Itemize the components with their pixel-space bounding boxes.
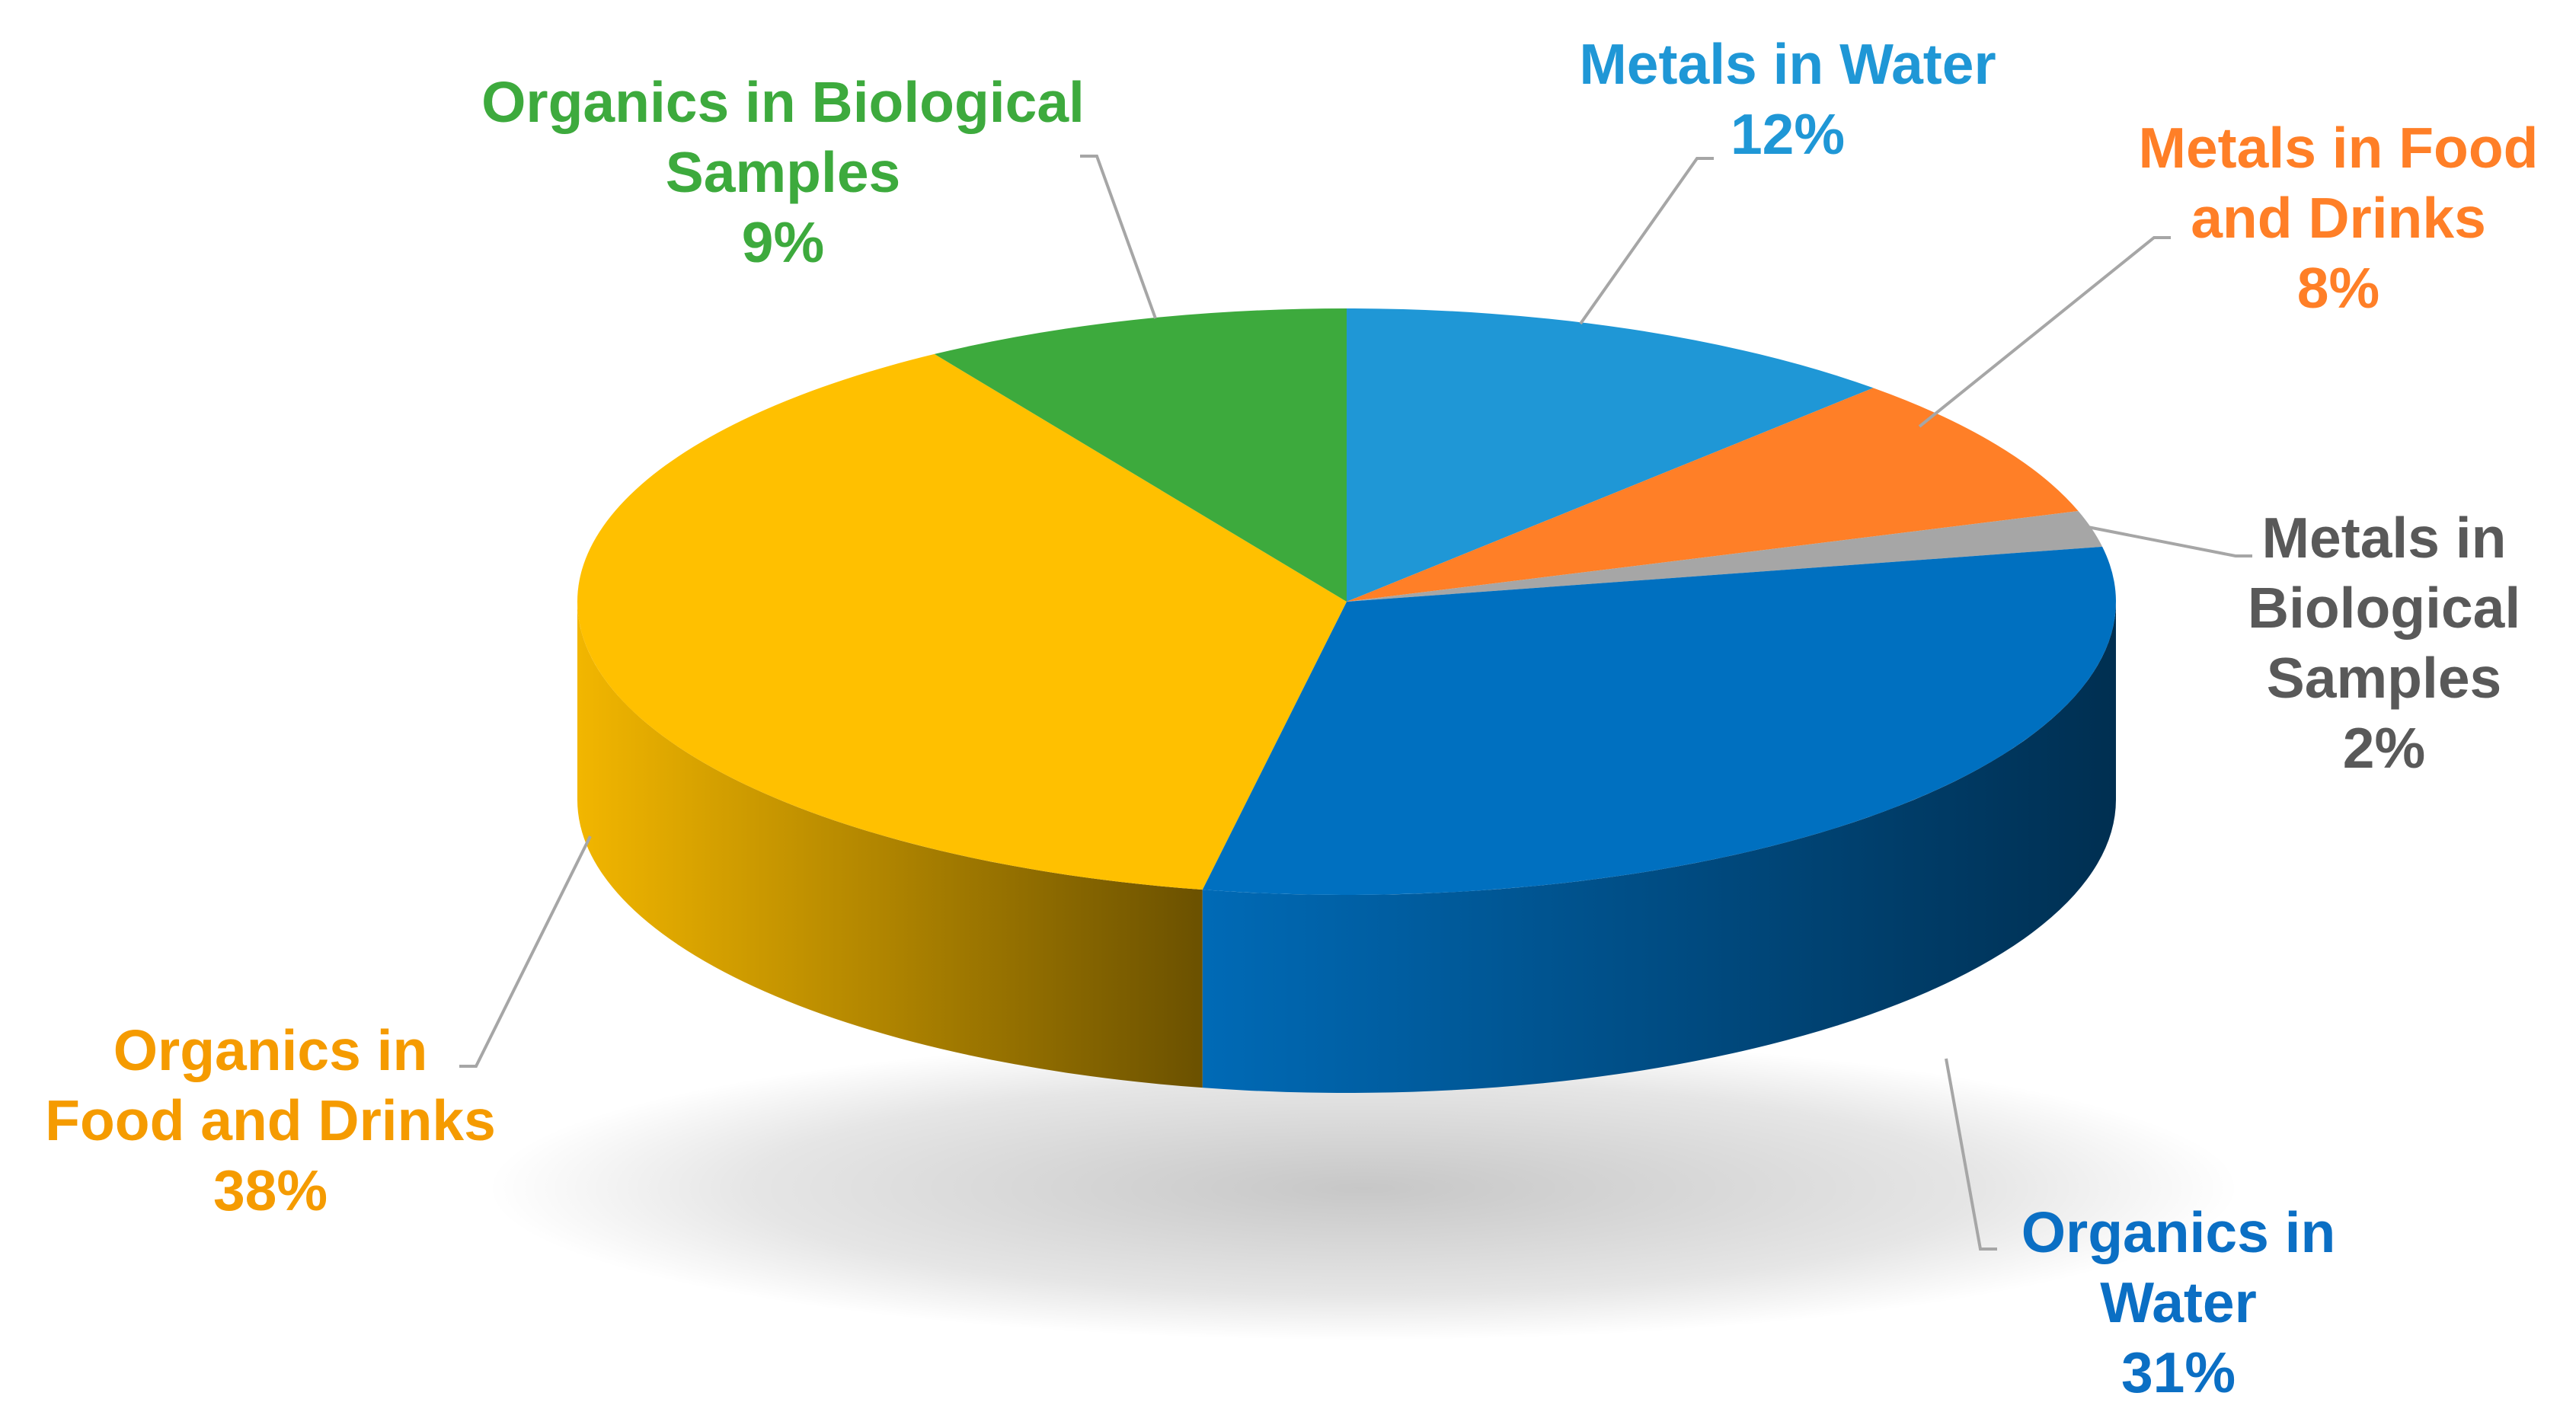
data-label-line: Water <box>2100 1270 2257 1334</box>
data-label-line: Metals in Water <box>1579 32 1996 96</box>
data-label-line: Organics in <box>113 1018 428 1082</box>
pie-slice-metals-in-food-and-drinks <box>1347 388 2079 602</box>
leader-line-organics-in-water <box>1945 1058 1997 1251</box>
data-label-line: Organics in Biological <box>481 70 1085 134</box>
data-label-value: 12% <box>1731 102 1845 166</box>
pie-sides <box>577 602 2117 1093</box>
data-label-line: Metals in <box>2262 506 2507 570</box>
pie-slices <box>577 308 2116 895</box>
data-label-line: Samples <box>2267 646 2502 710</box>
data-label-line: Food and Drinks <box>45 1088 496 1152</box>
data-label-value: 38% <box>213 1158 328 1222</box>
leader-line-metals-in-food-and-drinks <box>1918 236 2171 428</box>
pie-shadow <box>487 1036 2239 1340</box>
data-labels: Metals in Water 12% Metals in Food and Drin… <box>45 32 2538 1404</box>
leader-line-metals-in-water <box>1579 157 1714 325</box>
leader-line-organics-in-biological-samples <box>1080 155 1157 319</box>
data-label-organics-in-water: Organics in Water 31% <box>2021 1200 2336 1404</box>
leader-line-organics-in-food-and-drinks <box>459 835 592 1068</box>
data-label-line: Biological <box>2248 576 2520 640</box>
pie-slice-metals-in-biological-samples <box>1347 511 2103 602</box>
data-label-value: 31% <box>2121 1340 2236 1404</box>
data-label-metals-in-food-and-drinks: Metals in Food and Drinks 8% <box>2139 116 2539 320</box>
pie-slice-organics-in-biological-samples <box>934 308 1347 602</box>
data-label-organics-in-biological-samples: Organics in Biological Samples 9% <box>481 70 1085 274</box>
data-label-metals-in-biological-samples: Metals in Biological Samples 2% <box>2248 506 2520 780</box>
pie-slice-metals-in-water <box>1347 308 1874 602</box>
pie-side-organics-in-water <box>1202 602 2117 1093</box>
data-label-line: and Drinks <box>2191 186 2486 250</box>
data-label-organics-in-food-and-drinks: Organics in Food and Drinks 38% <box>45 1018 496 1222</box>
pie-side-organics-in-food-and-drinks <box>577 602 1203 1088</box>
data-label-metals-in-water: Metals in Water 12% <box>1579 32 1996 166</box>
leader-line-metals-in-biological-samples <box>2041 516 2252 557</box>
pie-slice-organics-in-water <box>1202 546 2116 895</box>
data-label-line: Organics in <box>2021 1200 2336 1264</box>
data-label-value: 8% <box>2297 256 2379 320</box>
data-label-line: Metals in Food <box>2139 116 2539 180</box>
leader-lines <box>459 155 2252 1251</box>
data-label-value: 9% <box>742 210 824 274</box>
data-label-line: Samples <box>666 140 901 204</box>
pie-slice-organics-in-food-and-drinks <box>577 353 1347 890</box>
data-label-value: 2% <box>2343 716 2425 780</box>
